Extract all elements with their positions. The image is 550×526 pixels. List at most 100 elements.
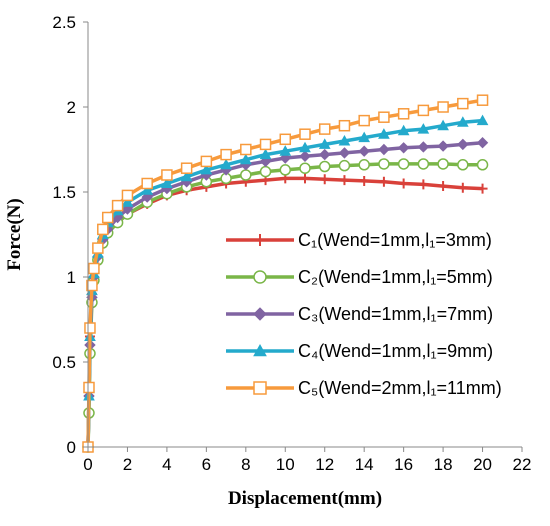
data-point: [438, 181, 449, 192]
data-point: [121, 189, 134, 202]
data-point: [161, 177, 173, 188]
data-point: [88, 262, 100, 275]
y-tick-label: 2: [67, 98, 76, 117]
x-tick-label: 16: [394, 455, 413, 474]
data-point: [200, 155, 213, 168]
data-point: [319, 148, 331, 161]
data-point: [397, 124, 410, 136]
x-tick-label: 18: [434, 455, 453, 474]
data-point: [319, 174, 330, 185]
y-axis-title: Force(N): [4, 198, 25, 270]
x-tick-label: 10: [276, 455, 295, 474]
data-point: [378, 111, 390, 123]
legend: C₁(Wend=1mm,l₁=3mm) C₂(Wend=1mm,l₁=5mm) C₃…: [226, 230, 502, 398]
data-point: [180, 170, 193, 182]
legend-entry: C₄(Wend=1mm,l₁=9mm): [226, 341, 493, 361]
legend-label: C₃(Wend=1mm,l₁=7mm): [298, 304, 493, 324]
y-tick-label: 0: [67, 438, 76, 457]
data-point: [141, 184, 154, 195]
data-point: [359, 175, 370, 186]
data-point: [83, 381, 95, 394]
data-point: [299, 150, 311, 163]
data-point: [180, 162, 193, 174]
data-point: [239, 153, 252, 165]
data-point: [417, 104, 430, 117]
data-point: [437, 140, 449, 152]
x-tick-label: 12: [315, 455, 334, 474]
x-axis-ticks: 0 2 4 6 8 10 12 14 16 18 20 22: [83, 447, 531, 474]
data-point: [161, 169, 173, 181]
legend-label: C₂(Wend=1mm,l₁=5mm): [298, 267, 493, 287]
data-point: [397, 142, 410, 154]
data-point: [220, 158, 232, 170]
data-point: [259, 148, 272, 160]
data-point: [92, 242, 104, 254]
data-point: [299, 162, 311, 174]
data-point: [437, 101, 449, 113]
x-axis-title: Displacement(mm): [228, 488, 382, 509]
data-point: [338, 134, 351, 146]
series-5: [82, 94, 489, 453]
data-point: [397, 158, 410, 170]
data-point: [378, 143, 390, 156]
data-point: [299, 128, 311, 140]
legend-label: C₄(Wend=1mm,l₁=9mm): [298, 341, 493, 361]
data-point: [338, 147, 351, 159]
legend-entry: C₃(Wend=1mm,l₁=7mm): [226, 304, 493, 324]
data-point: [299, 141, 311, 153]
legend-marker: [253, 270, 267, 284]
plot-area: [82, 94, 489, 453]
legend-entry: C₅(Wend=2mm,l₁=11mm): [226, 378, 502, 398]
data-point: [97, 223, 109, 236]
x-tick-label: 22: [513, 455, 532, 474]
data-point: [279, 133, 292, 146]
data-point: [358, 131, 371, 143]
data-point: [457, 97, 469, 110]
data-point: [417, 141, 430, 153]
data-point: [200, 163, 213, 175]
legend-label: C₅(Wend=2mm,l₁=11mm): [298, 378, 502, 398]
x-tick-label: 20: [473, 455, 492, 474]
legend-marker: [253, 381, 267, 395]
data-point: [101, 211, 114, 224]
x-tick-label: 0: [83, 455, 92, 474]
data-point: [378, 128, 390, 139]
data-point: [476, 159, 489, 171]
data-point: [318, 160, 331, 173]
x-tick-label: 8: [241, 455, 250, 474]
legend-marker: [254, 234, 266, 246]
y-tick-label: 0.5: [52, 353, 76, 372]
axes: [87, 22, 522, 448]
data-point: [84, 322, 96, 334]
data-point: [457, 138, 469, 151]
data-point: [279, 145, 292, 156]
x-tick-label: 6: [202, 455, 211, 474]
data-point: [240, 169, 252, 181]
data-point: [86, 279, 98, 292]
legend-entry: C₁(Wend=1mm,l₁=3mm): [226, 230, 492, 250]
data-point: [259, 138, 272, 151]
series-line: [86, 98, 483, 448]
x-tick-label: 4: [162, 455, 171, 474]
x-tick-label: 2: [123, 455, 132, 474]
legend-marker: [253, 307, 267, 321]
legend-label: C₁(Wend=1mm,l₁=3mm): [298, 230, 492, 250]
data-point: [318, 123, 331, 135]
data-point: [398, 178, 409, 189]
y-tick-label: 1: [67, 268, 76, 287]
data-point: [457, 182, 468, 193]
data-point: [279, 164, 292, 176]
data-point: [338, 119, 351, 132]
x-tick-label: 14: [355, 455, 374, 474]
data-point: [378, 158, 390, 170]
data-point: [456, 116, 469, 127]
data-point: [477, 183, 488, 194]
data-point: [397, 108, 410, 120]
data-point: [358, 159, 370, 171]
y-tick-label: 2.5: [52, 13, 76, 32]
data-point: [121, 196, 134, 207]
y-tick-label: 1.5: [52, 183, 76, 202]
data-point: [378, 176, 389, 187]
data-point: [417, 158, 430, 170]
data-point: [259, 165, 272, 178]
